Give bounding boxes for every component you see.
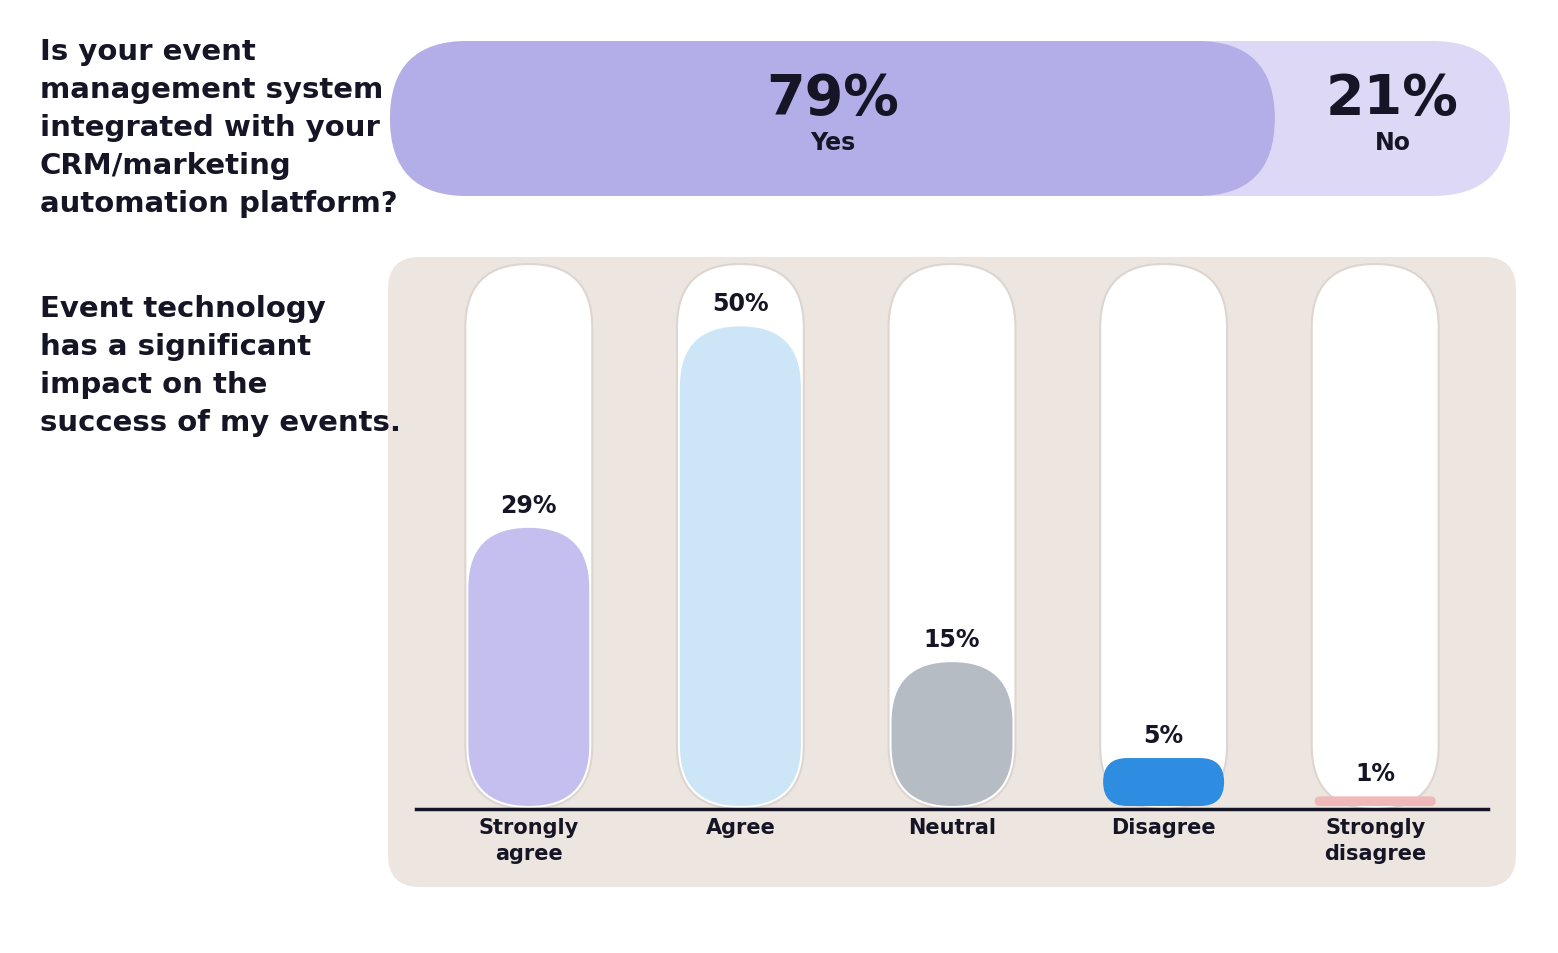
Text: 5%: 5% <box>1144 723 1184 747</box>
FancyBboxPatch shape <box>1100 265 1228 809</box>
Text: Agree: Agree <box>706 817 776 837</box>
FancyBboxPatch shape <box>888 265 1016 809</box>
FancyBboxPatch shape <box>466 265 592 809</box>
FancyBboxPatch shape <box>390 42 1274 196</box>
Text: 21%: 21% <box>1326 72 1458 127</box>
Text: 79%: 79% <box>767 72 899 127</box>
FancyBboxPatch shape <box>1103 759 1225 806</box>
FancyBboxPatch shape <box>676 265 804 809</box>
Text: Event technology
has a significant
impact on the
success of my events.: Event technology has a significant impac… <box>41 294 400 436</box>
FancyBboxPatch shape <box>388 257 1516 887</box>
Text: Is your event
management system
integrated with your
CRM/marketing
automation pl: Is your event management system integrat… <box>41 38 397 217</box>
Text: Neutral: Neutral <box>908 817 996 837</box>
Text: 1%: 1% <box>1355 761 1396 785</box>
Text: No: No <box>1374 132 1410 155</box>
FancyBboxPatch shape <box>469 528 589 806</box>
Text: Disagree: Disagree <box>1111 817 1215 837</box>
FancyBboxPatch shape <box>1315 797 1435 806</box>
FancyBboxPatch shape <box>679 327 801 806</box>
FancyBboxPatch shape <box>891 662 1013 806</box>
Text: 29%: 29% <box>500 494 558 517</box>
Text: Strongly
agree: Strongly agree <box>478 817 580 863</box>
FancyBboxPatch shape <box>390 42 1510 196</box>
FancyBboxPatch shape <box>1312 265 1438 809</box>
Text: Strongly
disagree: Strongly disagree <box>1324 817 1426 863</box>
Text: 15%: 15% <box>924 627 980 652</box>
Text: Yes: Yes <box>810 132 855 155</box>
Text: 50%: 50% <box>712 292 768 316</box>
